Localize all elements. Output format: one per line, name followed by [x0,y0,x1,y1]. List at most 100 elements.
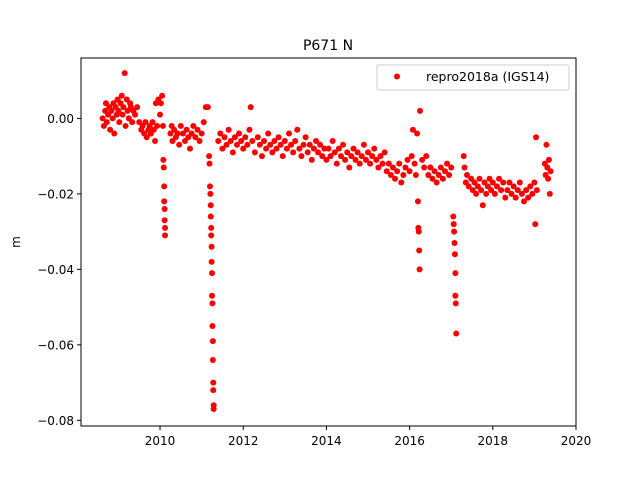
data-point [464,172,471,179]
data-point [210,387,217,394]
data-point [423,153,430,160]
data-point [206,183,213,190]
data-point [508,190,515,197]
y-tick-label: −0.06 [37,338,74,352]
data-point [294,126,301,133]
data-point [229,149,236,156]
data-point [335,145,342,152]
data-point [208,224,215,231]
data-point [162,232,169,239]
data-point [516,179,523,186]
data-point [321,145,328,152]
data-point [288,141,295,148]
data-point [313,138,320,145]
data-point [233,141,240,148]
data-point [319,153,326,160]
data-point [400,172,407,179]
data-point [392,175,399,182]
data-point [281,138,288,145]
data-point [161,183,168,190]
data-point [329,138,336,145]
data-point [271,138,278,145]
data-point [514,187,521,194]
data-point [488,187,495,194]
data-point [267,141,274,148]
data-point [529,190,536,197]
data-point [496,175,503,182]
data-point [207,202,214,209]
data-point [300,141,307,148]
data-point [354,149,361,156]
data-point [298,153,305,160]
data-point [174,130,181,137]
data-point [277,141,284,148]
data-point [143,134,150,141]
data-point [333,160,340,167]
data-point [502,194,509,201]
data-point [394,168,401,175]
data-point [431,168,438,175]
data-point [129,119,136,126]
data-point [521,198,528,205]
data-point [254,134,261,141]
data-point [246,126,253,133]
data-point [352,156,359,163]
axes-frame [80,57,577,427]
data-point [533,187,540,194]
data-point [188,130,195,137]
data-point [375,164,382,171]
data-point [209,292,216,299]
data-point [256,141,263,148]
data-point [444,160,451,167]
data-point [207,190,214,197]
data-point [265,130,272,137]
data-point [340,141,347,148]
data-point [238,138,245,145]
data-point [427,164,434,171]
data-point [236,130,243,137]
data-point [167,130,174,137]
data-point [483,190,490,197]
data-point [506,179,513,186]
data-point [450,213,457,220]
x-tick-label: 2020 [561,434,592,448]
data-point [350,145,357,152]
data-point [290,149,297,156]
data-point [396,160,403,167]
legend: repro2018a (IGS14) [376,64,570,91]
legend-box [376,64,570,91]
data-point [331,149,338,156]
y-tick-label: −0.02 [37,187,74,201]
data-point [177,122,184,129]
data-point [244,141,251,148]
data-point [122,122,129,129]
data-point [134,104,141,111]
data-point [160,156,167,163]
data-point [118,92,125,99]
data-point [317,141,324,148]
data-point [346,164,353,171]
data-point [412,172,419,179]
data-point [402,164,409,171]
data-point [451,251,458,258]
x-tick-label: 2010 [145,434,176,448]
data-point [416,266,423,273]
data-point [415,228,422,235]
data-point [531,179,538,186]
data-point [161,217,168,224]
data-point [176,141,183,148]
data-point [348,153,355,160]
x-tick-label: 2018 [478,434,509,448]
x-tick-label: 2014 [311,434,342,448]
data-point [473,190,480,197]
data-point [546,190,553,197]
data-point [208,258,215,265]
data-point [452,270,459,277]
data-point [304,149,311,156]
data-point [154,122,161,129]
data-point [377,153,384,160]
data-point [160,164,167,171]
data-point [310,145,317,152]
data-point [221,134,228,141]
